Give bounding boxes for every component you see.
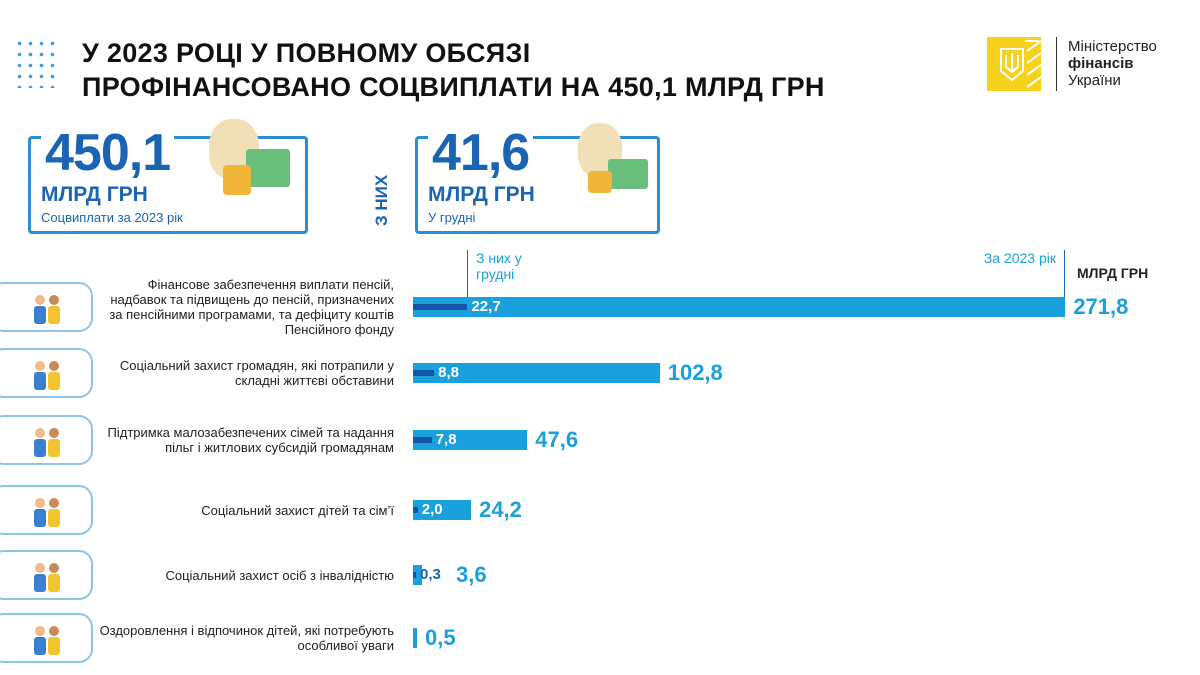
logo-divider — [1056, 37, 1057, 91]
card-december: 41,6 МЛРД ГРН У грудні — [415, 123, 660, 234]
unit-header: МЛРД ГРН — [1077, 265, 1149, 281]
total-unit: МЛРД ГРН — [41, 183, 148, 206]
bar-total — [413, 565, 422, 585]
december-value-label: 8,8 — [438, 364, 459, 381]
total-value-label: 102,8 — [667, 360, 723, 385]
lightbulb-money-icon — [0, 415, 93, 465]
banknotes-icon — [608, 159, 648, 189]
family-icon — [0, 485, 93, 535]
total-value-label: 24,2 — [479, 497, 522, 522]
card-total: 450,1 МЛРД ГРН Соцвиплати за 2023 рік — [28, 119, 308, 234]
bar-december — [413, 437, 432, 443]
ministry-name: Міністерство фінансів України — [1068, 38, 1157, 89]
children-icon — [0, 613, 93, 663]
december-value-label: 7,8 — [435, 431, 457, 448]
bar-december — [413, 507, 418, 513]
total-marker-line — [1064, 250, 1065, 300]
banknotes-icon — [246, 149, 290, 187]
total-value: 450,1 — [41, 123, 175, 183]
bar-december — [413, 572, 416, 578]
coins-icon — [588, 171, 612, 193]
category-label: Оздоровлення і відпочинок дітей, які пот… — [99, 623, 394, 653]
bar-total — [413, 363, 660, 383]
total-value-label: 0,5 — [425, 625, 456, 650]
bar-total — [413, 430, 528, 450]
coins-icon — [223, 165, 251, 195]
category-label: Фінансове забезпечення виплати пенсій, н… — [109, 277, 394, 337]
people-icon — [0, 348, 93, 398]
bar-december — [413, 370, 435, 376]
december-header: З них у грудні — [476, 250, 522, 282]
bar-december — [413, 304, 468, 310]
december-caption: У грудні — [428, 210, 476, 225]
december-marker-line — [467, 250, 468, 300]
bar-total — [413, 500, 472, 520]
elderly-couple-icon — [0, 282, 93, 332]
december-value-label: 22,7 — [471, 298, 501, 315]
december-value-label: 2,0 — [421, 501, 443, 518]
bar-total — [413, 297, 1066, 317]
total-caption: Соцвиплати за 2023 рік — [41, 210, 183, 225]
side-label: З НИХ — [372, 174, 391, 226]
category-label: Соціальний захист громадян, які потрапил… — [119, 358, 394, 388]
wheelchair-icon — [0, 550, 93, 600]
ministry-logo — [987, 37, 1042, 91]
december-unit: МЛРД ГРН — [428, 183, 535, 206]
total-value-label: 3,6 — [456, 562, 487, 587]
december-value: 41,6 — [428, 123, 534, 183]
total-value-label: 47,6 — [535, 427, 579, 452]
decorative-dots — [14, 38, 58, 88]
total-value-label: 271,8 — [1073, 294, 1129, 319]
december-value-label: 0,3 — [420, 566, 441, 583]
category-label: Підтримка малозабезпечених сімей та нада… — [107, 425, 395, 455]
bar-total — [413, 628, 417, 648]
category-label: Соціальний захист дітей та сім’ї — [201, 502, 394, 518]
category-label: Соціальний захист осіб з інвалідністю — [165, 567, 394, 583]
total-header: За 2023 рік — [983, 250, 1056, 266]
page-title: У 2023 РОЦІ У ПОВНОМУ ОБСЯЗІ ПРОФІНАНСОВА… — [82, 38, 825, 102]
